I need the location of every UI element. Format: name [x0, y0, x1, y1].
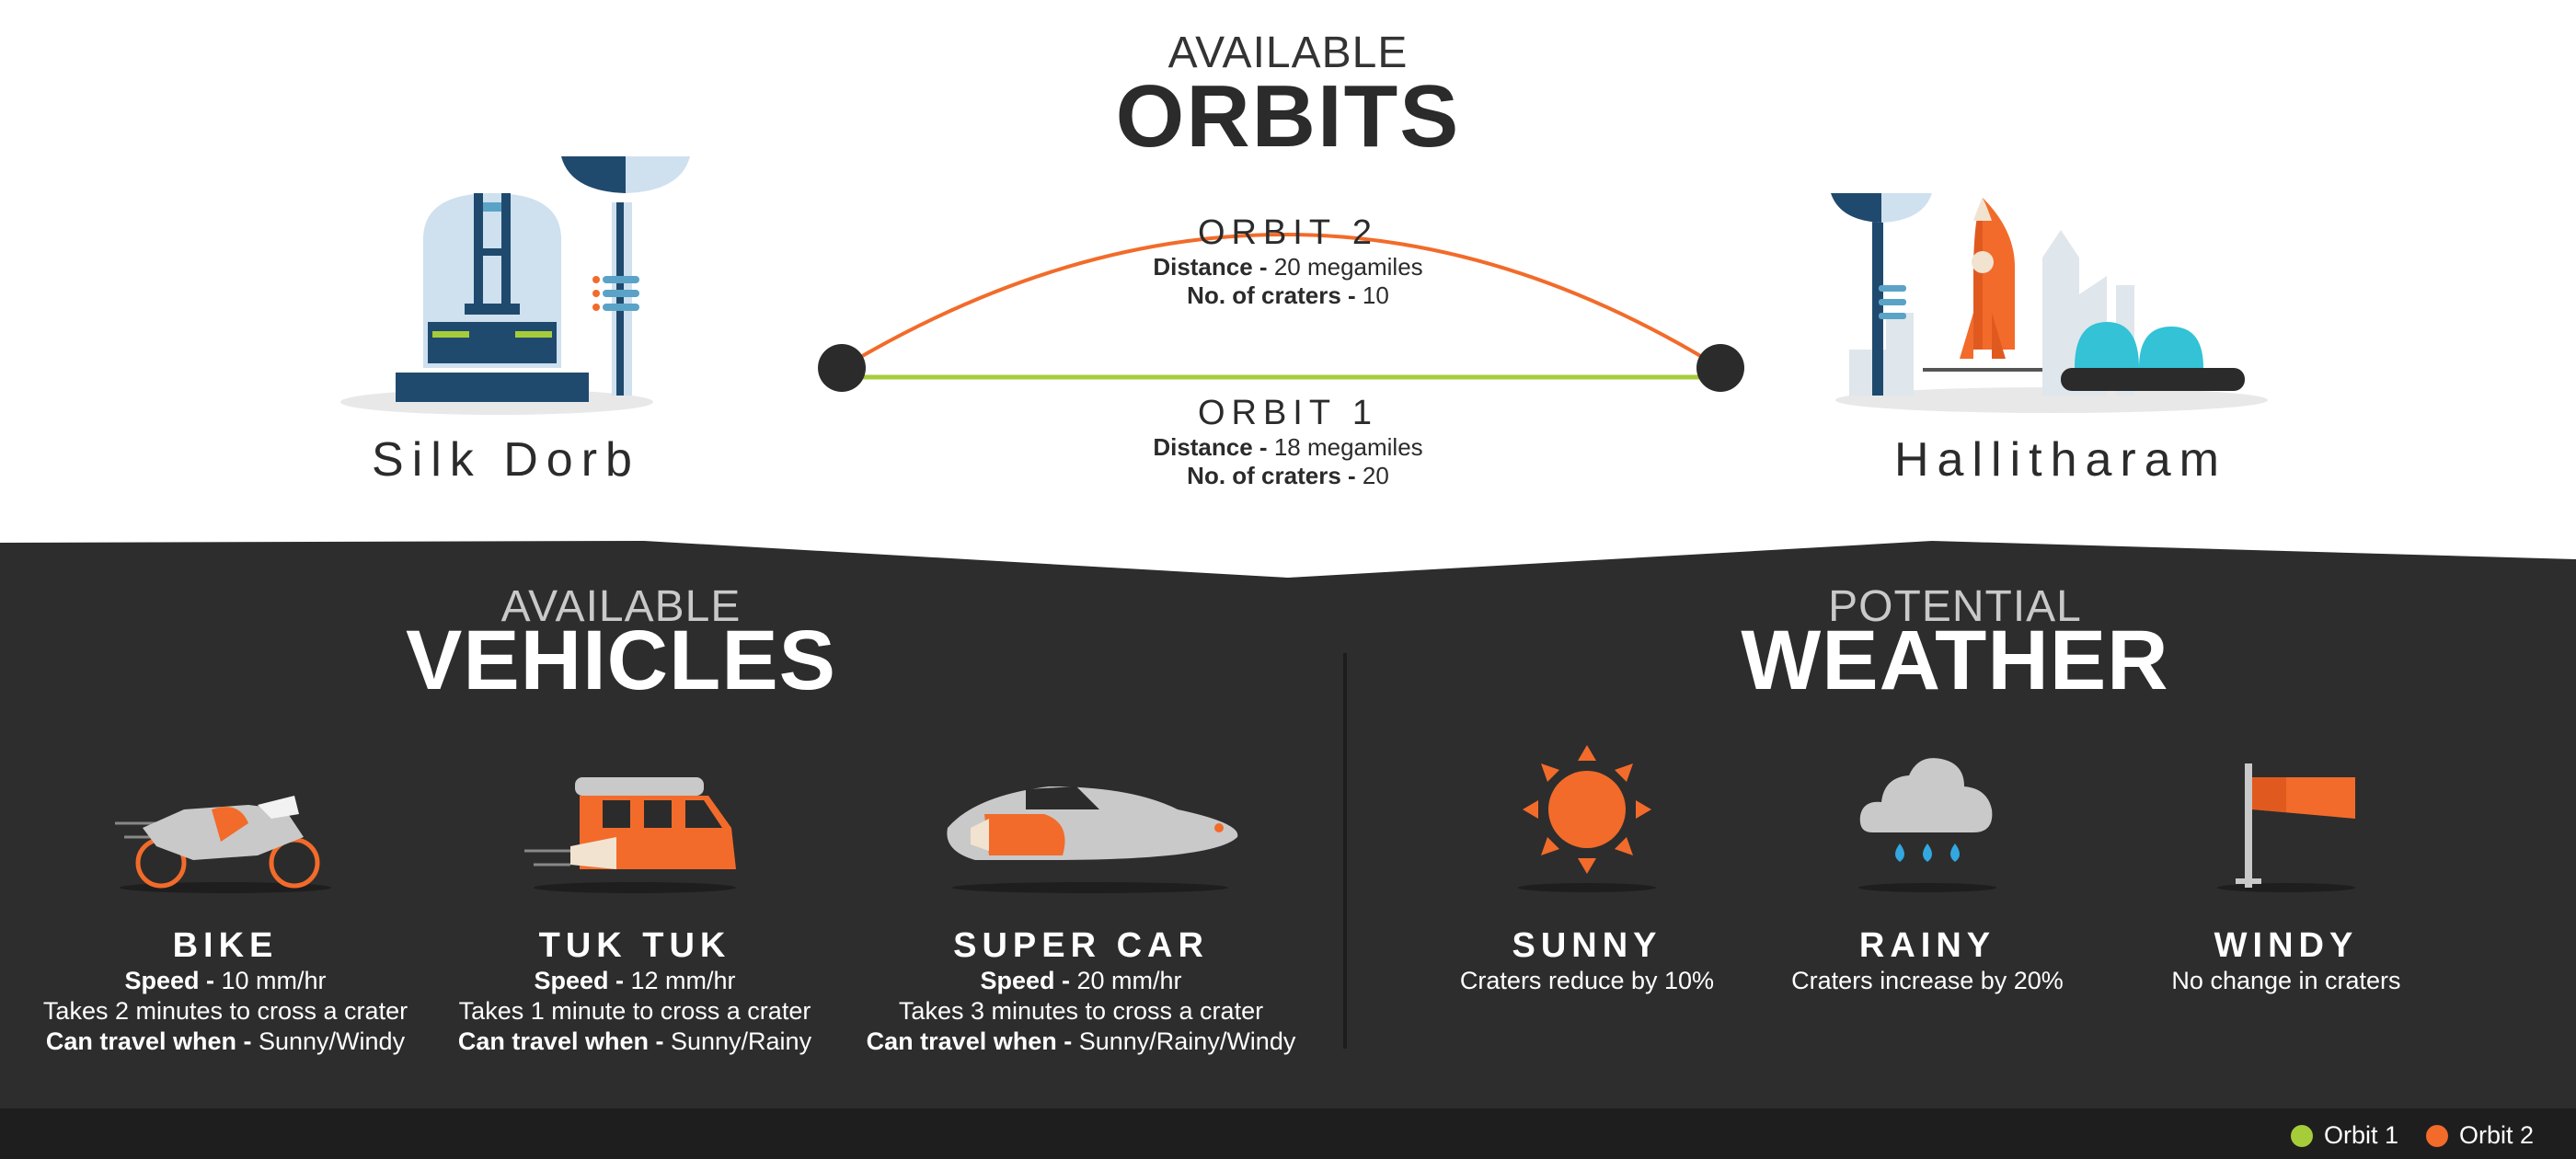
speed-label: Speed - [124, 967, 214, 994]
orbit-2-craters: 10 [1362, 281, 1389, 309]
vehicle-name: BIKE [172, 926, 279, 965]
legend-orbit-1-dot [2291, 1124, 2313, 1147]
hallitharam-illustration [1831, 193, 2268, 413]
orbit-1-craters-label: No. of craters - [1187, 462, 1356, 489]
weather-name: WINDY [2214, 926, 2359, 965]
vehicle-card-bike: BIKE Speed - 10 mm/hr Takes 2 minutes to… [18, 926, 432, 1057]
vehicle-speed: 12 mm/hr [630, 967, 736, 994]
hallitharam-node [1696, 344, 1744, 392]
travel-label: Can travel when - [866, 1027, 1073, 1055]
speed-label: Speed - [980, 967, 1070, 994]
weather-card-windy: WINDY No change in craters [2121, 926, 2452, 996]
weather-effect: Craters reduce by 10% [1459, 967, 1715, 994]
weather-card-sunny: SUNNY Craters reduce by 10% [1421, 926, 1753, 996]
weather-subtitle: POTENTIAL [1828, 582, 2082, 631]
vehicle-travel-conditions: Sunny/Windy [259, 1027, 406, 1055]
travel-label: Can travel when - [45, 1027, 252, 1055]
orbits-subtitle: AVAILABLE [1167, 29, 1409, 77]
orbit-2-info: ORBIT 2 Distance - 20 megamiles No. of c… [1058, 213, 1518, 310]
weather-effect: No change in craters [2171, 967, 2401, 994]
speed-label: Speed - [534, 967, 624, 994]
orbit-1-distance-label: Distance - [1153, 433, 1268, 461]
vehicle-name: SUPER CAR [953, 926, 1209, 965]
footer-bar [0, 1108, 2576, 1159]
orbit-diagram [818, 233, 1744, 392]
vehicle-crater-time: Takes 2 minutes to cross a crater [42, 997, 408, 1025]
supercar-icon [947, 786, 1238, 893]
tuktuk-icon [524, 777, 736, 893]
planet-left-name: Silk Dorb [372, 433, 640, 487]
orbits-title: ORBITS [1115, 67, 1461, 166]
weather-card-rainy: RAINY Craters increase by 20% [1762, 926, 2093, 996]
vehicle-speed: 10 mm/hr [221, 967, 327, 994]
orbit-2-distance: 20 megamiles [1273, 253, 1423, 281]
vehicle-crater-time: Takes 3 minutes to cross a crater [898, 997, 1264, 1025]
legend-orbit-2-dot [2426, 1124, 2449, 1147]
sun-icon [1518, 745, 1656, 892]
orbit-2-distance-label: Distance - [1153, 253, 1268, 281]
orbit-1-distance: 18 megamiles [1273, 433, 1423, 461]
legend-orbit-2-label: Orbit 2 [2459, 1121, 2535, 1149]
silk-dorb-illustration [340, 156, 690, 415]
silk-dorb-node [818, 344, 866, 392]
orbit-2-arc [840, 233, 1722, 370]
vehicles-subtitle: AVAILABLE [500, 582, 742, 631]
orbit-2-craters-label: No. of craters - [1187, 281, 1356, 309]
vehicle-card-supercar: SUPER CAR Speed - 20 mm/hr Takes 3 minut… [851, 926, 1311, 1057]
bike-icon [115, 796, 331, 893]
travel-label: Can travel when - [457, 1027, 664, 1055]
weather-name: RAINY [1858, 926, 1996, 965]
vehicle-name: TUK TUK [538, 926, 731, 965]
planet-right-name: Hallitharam [1894, 433, 2227, 487]
rain-cloud-icon [1858, 758, 1996, 892]
vehicles-title: VEHICLES [405, 614, 837, 707]
vehicle-card-tuktuk: TUK TUK Speed - 12 mm/hr Takes 1 minute … [428, 926, 842, 1057]
weather-effect: Craters increase by 20% [1791, 967, 2064, 994]
weather-title: WEATHER [1741, 614, 2169, 707]
orbit-2-title: ORBIT 2 [1197, 213, 1379, 252]
vehicle-travel-conditions: Sunny/Rainy [670, 1027, 812, 1055]
orbit-1-title: ORBIT 1 [1197, 394, 1379, 432]
weather-name: SUNNY [1512, 926, 1662, 965]
orbit-1-info: ORBIT 1 Distance - 18 megamiles No. of c… [1058, 394, 1518, 490]
orbit-1-craters: 20 [1362, 462, 1389, 489]
vehicle-crater-time: Takes 1 minute to cross a crater [458, 997, 811, 1025]
legend-orbit-1-label: Orbit 1 [2324, 1121, 2399, 1149]
vehicle-speed: 20 mm/hr [1076, 967, 1182, 994]
windsock-icon [2217, 763, 2355, 892]
legend: Orbit 1 Orbit 2 [2291, 1121, 2534, 1150]
section-divider [1343, 653, 1347, 1049]
vehicle-travel-conditions: Sunny/Rainy/Windy [1078, 1027, 1296, 1055]
